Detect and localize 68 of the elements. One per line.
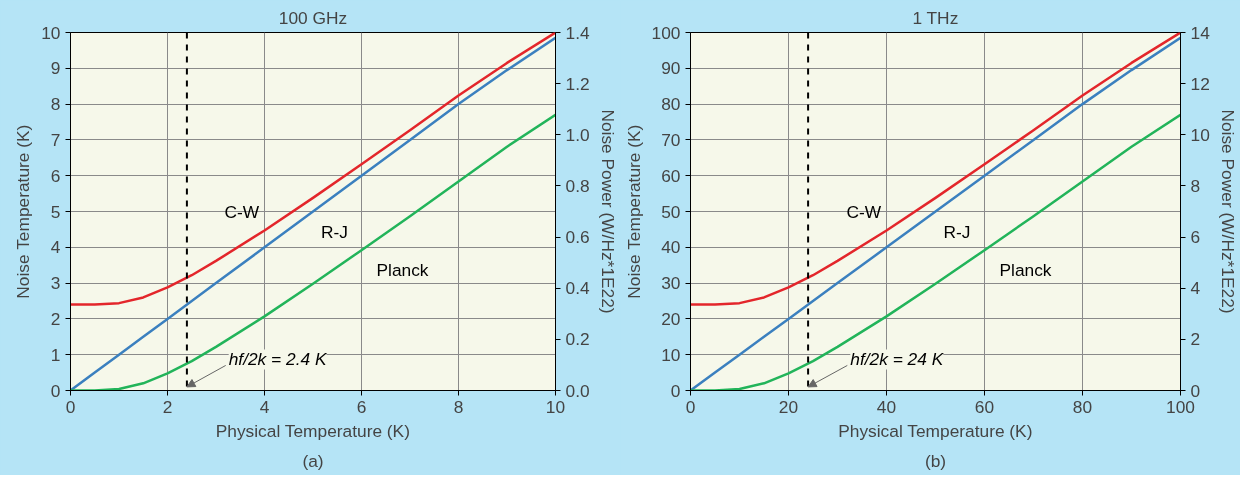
y2-tick-label: 12 bbox=[1190, 73, 1210, 94]
x-tick-label: 0 bbox=[685, 396, 696, 417]
line-series bbox=[690, 32, 1181, 306]
series-label: R-J bbox=[321, 221, 348, 242]
y-tick-label: 90 bbox=[661, 58, 681, 79]
y2-tick-label: 8 bbox=[1190, 175, 1201, 196]
y-tick-label: 80 bbox=[661, 94, 681, 115]
chart-title: 1 THz bbox=[912, 7, 959, 28]
x-tick-label: 4 bbox=[259, 396, 270, 417]
x-tick-label: 40 bbox=[876, 396, 897, 417]
y2-tick-label: 1.2 bbox=[565, 73, 590, 94]
y-tick-label: 10 bbox=[661, 344, 681, 365]
x-axis-title: Physical Temperature (K) bbox=[838, 420, 1033, 441]
y-axis-title: Noise Temperature (K) bbox=[13, 124, 34, 299]
y-axis-title: Noise Temperature (K) bbox=[623, 124, 644, 299]
y-tick-label: 0 bbox=[50, 380, 61, 401]
x-tick-label: 8 bbox=[453, 396, 464, 417]
x-axis-title: Physical Temperature (K) bbox=[215, 420, 410, 441]
y2-tick-label: 2 bbox=[1190, 329, 1201, 350]
y-tick-label: 50 bbox=[661, 201, 681, 222]
y2-tick-label: 1.0 bbox=[565, 124, 590, 145]
y-tick-label: 0 bbox=[670, 380, 681, 401]
x-tick-label: 10 bbox=[545, 396, 566, 417]
y-tick-label: 100 bbox=[651, 22, 681, 43]
x-tick-label: 6 bbox=[356, 396, 367, 417]
line-series bbox=[70, 32, 556, 306]
y2-axis-title: Noise Power (W/Hz*1E22) bbox=[597, 109, 618, 314]
y2-tick-label: 10 bbox=[1190, 124, 1210, 145]
x-tick-label: 20 bbox=[778, 396, 799, 417]
y2-tick-label: 0.8 bbox=[565, 175, 590, 196]
y-tick-label: 6 bbox=[50, 165, 61, 186]
y2-tick-label: 14 bbox=[1190, 22, 1211, 43]
x-tick-label: 80 bbox=[1072, 396, 1093, 417]
y-tick-label: 40 bbox=[661, 237, 681, 258]
series-label: Planck bbox=[376, 260, 429, 281]
y-tick-label: 4 bbox=[50, 237, 61, 258]
y-tick-label: 2 bbox=[50, 308, 61, 329]
y2-tick-label: 6 bbox=[1190, 227, 1201, 248]
y-tick-label: 10 bbox=[41, 22, 61, 43]
annotation: hf/2k = 2.4 K bbox=[228, 349, 328, 370]
y-tick-label: 20 bbox=[661, 308, 681, 329]
text: (b) bbox=[924, 450, 947, 471]
y-tick-label: 70 bbox=[661, 129, 681, 150]
y2-tick-label: 0.0 bbox=[565, 380, 590, 401]
y-tick-label: 5 bbox=[50, 201, 61, 222]
x-tick-label: 2 bbox=[162, 396, 173, 417]
y-tick-label: 1 bbox=[50, 344, 61, 365]
series-label: R-J bbox=[943, 221, 971, 242]
text: (a) bbox=[302, 450, 324, 471]
y2-tick-label: 0.2 bbox=[565, 329, 590, 350]
chart-title: 100 GHz bbox=[278, 7, 348, 28]
y-tick-label: 8 bbox=[50, 94, 61, 115]
annotation: hf/2k = 24 K bbox=[850, 349, 945, 370]
series-label: C-W bbox=[846, 202, 882, 223]
x-tick-label: 0 bbox=[65, 396, 76, 417]
series-label: C-W bbox=[224, 202, 260, 223]
y2-tick-label: 4 bbox=[1190, 278, 1201, 299]
y-tick-label: 3 bbox=[50, 273, 61, 294]
y2-axis-title: Noise Power (W/Hz*1E22) bbox=[1217, 109, 1238, 314]
y-tick-label: 30 bbox=[661, 273, 681, 294]
y-tick-label: 9 bbox=[50, 58, 61, 79]
y2-tick-label: 0.6 bbox=[565, 227, 590, 248]
y-tick-label: 60 bbox=[661, 165, 681, 186]
x-tick-label: 60 bbox=[974, 396, 995, 417]
y2-tick-label: 0.4 bbox=[565, 278, 590, 299]
y-tick-label: 7 bbox=[50, 129, 61, 150]
series-label: Planck bbox=[999, 260, 1052, 281]
y2-tick-label: 1.4 bbox=[565, 22, 590, 43]
